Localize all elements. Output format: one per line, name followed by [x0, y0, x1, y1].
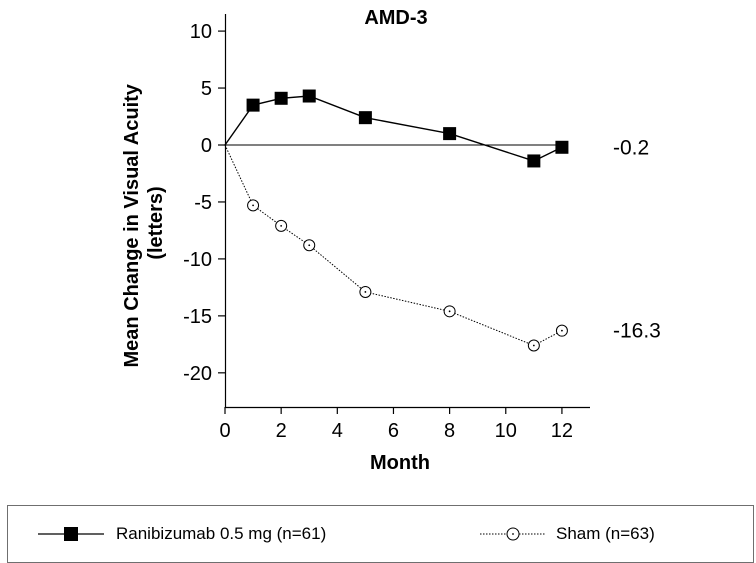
- data-point-sham: [555, 324, 568, 337]
- series-layer: -0.2 -16.3: [224, 89, 661, 352]
- data-point-ranibizumab: [443, 127, 457, 141]
- y-axis-label-line-2: (letters): [145, 186, 167, 259]
- y-axis-ticks: 10 5 0 -5 -10 -15 -20: [183, 21, 225, 385]
- data-point-ranibizumab: [358, 111, 372, 125]
- legend-label-sham: Sham (n=63): [556, 524, 655, 543]
- x-tick-label: 8: [444, 420, 455, 442]
- end-value-label-sham: -16.3: [613, 320, 661, 343]
- data-point-ranibizumab: [527, 154, 541, 168]
- y-tick-label: -20: [183, 363, 212, 385]
- legend-label-ranibizumab: Ranibizumab 0.5 mg (n=61): [116, 524, 327, 543]
- data-point-sham: [247, 199, 260, 212]
- data-point-sham: [303, 239, 316, 252]
- y-tick-label: -10: [183, 249, 212, 271]
- legend-swatch-sham: [480, 527, 546, 541]
- x-tick-label: 6: [388, 420, 399, 442]
- y-tick-label: -15: [183, 306, 212, 328]
- data-point-ranibizumab: [555, 140, 569, 154]
- x-tick-label: 10: [495, 420, 517, 442]
- y-tick-label: 0: [201, 135, 212, 157]
- x-axis-label: Month: [370, 452, 430, 474]
- y-tick-label: 5: [201, 78, 212, 100]
- series-line-ranibizumab: [224, 95, 563, 162]
- legend-item-sham: Sham (n=63): [480, 506, 655, 562]
- x-tick-label: 12: [551, 420, 573, 442]
- data-point-ranibizumab: [246, 98, 260, 112]
- data-point-ranibizumab: [274, 91, 288, 105]
- series-line-sham: [224, 144, 563, 347]
- y-axis-label-line-1: Mean Change in Visual Acuity: [121, 83, 143, 367]
- y-axis-label: Mean Change in Visual Acuity (letters): [121, 79, 167, 368]
- data-point-ranibizumab: [302, 89, 316, 103]
- y-tick-label: -5: [194, 192, 212, 214]
- data-point-sham: [275, 219, 288, 232]
- legend: Ranibizumab 0.5 mg (n=61) Sham (n=63): [7, 505, 754, 563]
- x-tick-label: 4: [332, 420, 343, 442]
- chart-title: AMD-3: [364, 7, 427, 29]
- chart: AMD-3 Mean Change in Visual Acuity (lett…: [121, 7, 661, 474]
- data-point-sham: [359, 285, 372, 298]
- data-point-sham: [443, 305, 456, 318]
- y-tick-label: 10: [190, 21, 212, 43]
- legend-swatch-ranibizumab: [38, 527, 104, 541]
- x-axis-ticks: 0 2 4 6 8 10 12: [219, 407, 573, 442]
- legend-item-ranibizumab: Ranibizumab 0.5 mg (n=61): [38, 506, 326, 562]
- x-tick-label: 0: [219, 420, 230, 442]
- data-point-sham: [527, 339, 540, 352]
- x-tick-label: 2: [276, 420, 287, 442]
- end-value-label-ranibizumab: -0.2: [613, 136, 649, 159]
